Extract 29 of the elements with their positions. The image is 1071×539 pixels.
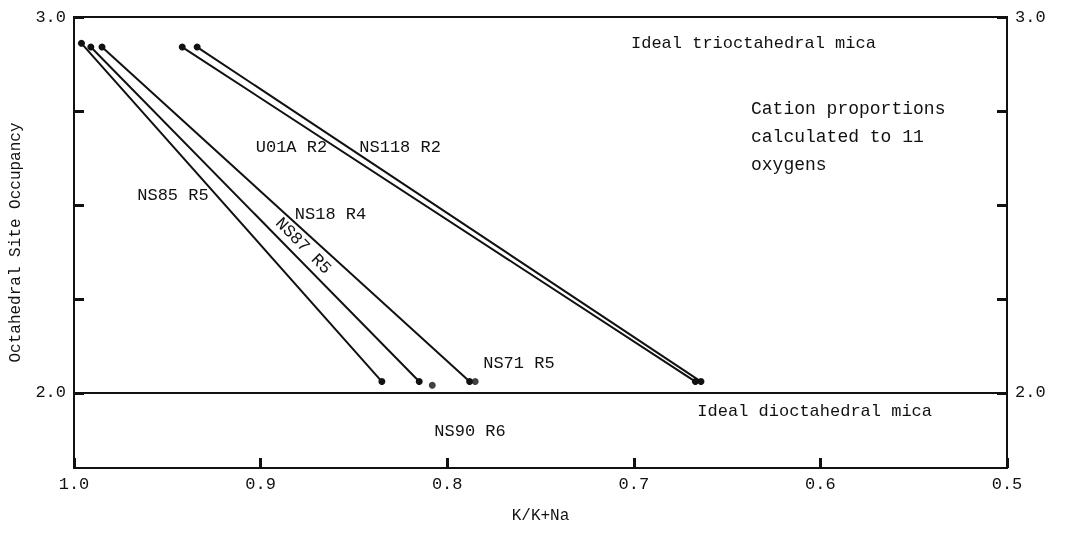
series-label: NS118 R2 (359, 137, 441, 157)
point (471, 378, 479, 386)
x-tick-label: 0.8 (431, 475, 463, 494)
point (428, 381, 436, 389)
x-axis-title: K/K+Na (511, 507, 570, 525)
series-label: NS71 R5 (483, 354, 555, 374)
x-tick-label: 0.7 (618, 475, 650, 494)
series-label: U01A R2 (255, 137, 328, 157)
point (87, 43, 95, 51)
series-label: NS90 R6 (434, 421, 506, 441)
x-tick-label: 0.5 (991, 475, 1023, 494)
point (415, 378, 423, 386)
series-label: NS85 R5 (137, 186, 209, 206)
annotation: Cation proportions calculated to 11 oxygens (751, 99, 957, 175)
point (77, 39, 85, 47)
point (378, 378, 386, 386)
annotation: Ideal trioctahedral mica (631, 33, 876, 53)
x-tick-label: 0.9 (245, 475, 276, 494)
ref-line-label: Ideal dioctahedral mica (697, 401, 932, 421)
y-axis-title: Octahedral Site Occupancy (7, 122, 25, 363)
y2-tick-label: 3.0 (1015, 7, 1046, 27)
point (193, 43, 201, 51)
y2-tick-label: 2.0 (1015, 383, 1046, 403)
x-tick-label: 1.0 (58, 475, 90, 494)
point (178, 43, 186, 51)
series-label: NS18 R4 (294, 204, 367, 224)
point (697, 378, 705, 386)
point (466, 378, 474, 386)
x-tick-label: 0.6 (805, 475, 836, 494)
